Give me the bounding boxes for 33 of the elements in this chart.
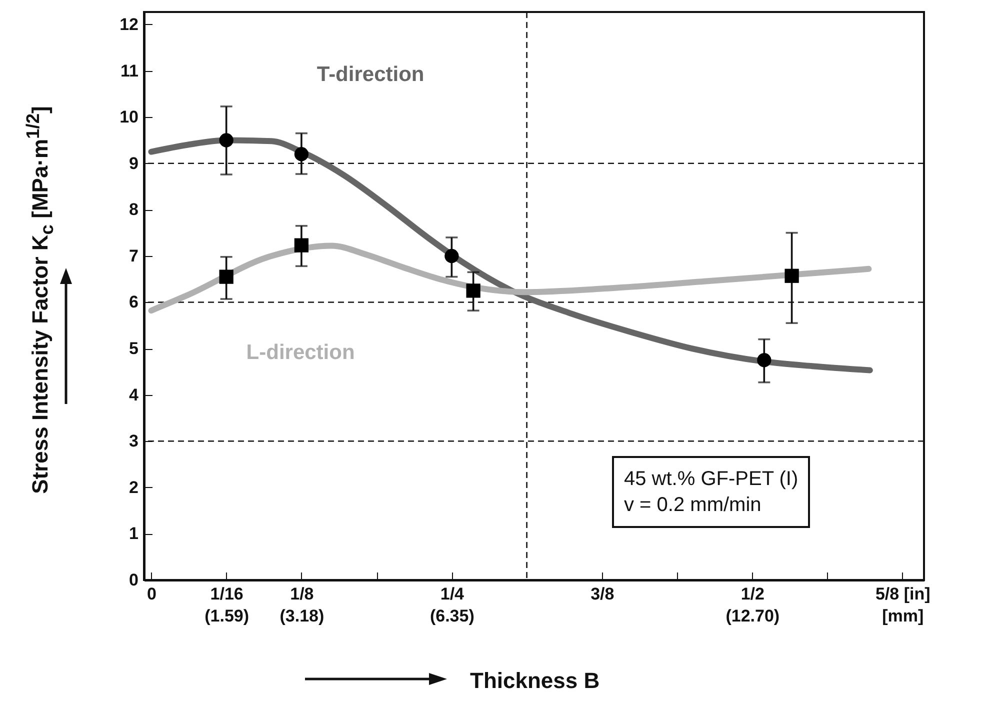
y-tick-label: 2 [129,478,138,497]
x-axis-title: Thickness B [470,668,600,694]
annotation: v = 0.2 mm/min [624,494,762,516]
y-tick-label: 6 [129,292,138,312]
point [219,133,234,148]
y-tick-label: 5 [129,339,138,358]
y-tick-label: 8 [129,200,138,220]
x-tick-label: 1/16 (1.59) [204,584,250,626]
y-tick-label: 11 [120,61,138,80]
x-tick-label: 3/8 [590,584,614,604]
y-tick-label: 12 [120,15,138,34]
point [294,238,309,252]
point [294,147,309,162]
y-tick-label: 4 [129,385,140,404]
x-tick-label: 1/8 (3.18) [280,584,324,626]
point [444,248,459,264]
x-tick-label: 0 [146,584,156,604]
point [219,270,234,284]
y-tick-label: 0 [129,570,138,590]
y-tick-label: 3 [129,432,138,451]
y-tick-label: 1 [129,524,138,544]
y-tick-label: 9 [129,154,138,173]
x-tick-label: 1/4 (6.35) [430,584,474,626]
annotation: 45 wt.% GF-PET (I) [624,468,798,490]
x-tick-label: 1/2 (12.70) [726,584,780,626]
point [757,353,772,368]
text: T-direction [316,63,424,86]
text: L-direction [246,341,355,364]
y-tick-label: 7 [129,246,138,266]
point [784,268,799,283]
point [466,284,480,298]
y-tick-label: 10 [120,108,138,127]
x-tick-label: 5/8 [in] [mm] [875,584,930,626]
